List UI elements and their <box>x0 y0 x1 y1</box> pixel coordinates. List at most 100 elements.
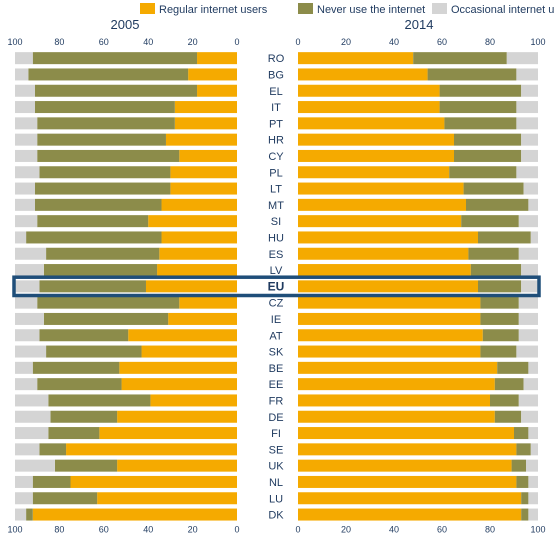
tick-label: 0 <box>295 525 300 535</box>
bar-2014 <box>298 459 512 472</box>
bar-2014 <box>298 101 440 114</box>
bar-2014 <box>511 459 526 472</box>
bar-2005 <box>15 84 35 97</box>
bar-2014 <box>518 296 538 309</box>
bar-2005 <box>15 378 38 391</box>
country-label: HU <box>268 232 284 244</box>
country-labels: RO BG EL IT PT HR CY PL LT MT SI HU ES LV EU CZ IE AT SK BE… <box>268 53 285 521</box>
bar-2014 <box>514 427 529 440</box>
legend-swatch <box>298 3 313 14</box>
country-label: SE <box>269 444 284 456</box>
bar-2014 <box>466 198 529 211</box>
country-label: LU <box>269 493 283 505</box>
bar-2005 <box>48 427 100 440</box>
bar-2005 <box>39 280 146 293</box>
legend-label: Regular internet users <box>159 4 268 16</box>
bar-2005 <box>54 459 118 472</box>
bar-2005 <box>37 117 175 130</box>
bar-2014 <box>482 329 519 342</box>
bar-2005 <box>32 492 98 505</box>
bar-2014 <box>298 133 454 146</box>
tick-label: 60 <box>437 37 447 47</box>
bar-2014 <box>454 133 522 146</box>
tick-label: 40 <box>389 525 399 535</box>
tick-label: 40 <box>389 37 399 47</box>
bar-2014 <box>478 280 522 293</box>
bar-2014 <box>298 296 481 309</box>
country-label: FR <box>269 395 284 407</box>
legend-item: Regular internet users <box>140 3 268 16</box>
bar-2005 <box>34 84 198 97</box>
bar-2014 <box>298 443 517 456</box>
bar-2014 <box>528 427 538 440</box>
bar-2005 <box>15 280 40 293</box>
legend-label: Never use the internet <box>317 4 425 16</box>
bar-2014 <box>530 231 538 244</box>
bar-2005 <box>15 133 38 146</box>
bar-2014 <box>478 231 531 244</box>
bar-2005 <box>37 215 149 228</box>
bar-2005 <box>43 264 158 277</box>
bar-2005 <box>148 215 237 228</box>
bars <box>15 52 538 521</box>
country-label: UK <box>268 461 284 473</box>
bar-2005 <box>15 101 35 114</box>
bar-2005 <box>165 133 237 146</box>
bar-2005 <box>37 296 180 309</box>
bar-2005 <box>99 427 237 440</box>
bar-2005 <box>121 378 237 391</box>
bar-2014 <box>518 394 538 407</box>
tick-label: 80 <box>485 37 495 47</box>
bar-2014 <box>298 247 469 260</box>
bar-2005 <box>128 329 237 342</box>
bar-2005 <box>197 84 237 97</box>
bar-2014 <box>480 312 519 325</box>
bar-2014 <box>439 101 517 114</box>
bar-2014 <box>298 84 440 97</box>
tick-label: 100 <box>530 525 545 535</box>
country-label: SK <box>269 347 284 359</box>
bar-2005 <box>161 231 237 244</box>
bar-2014 <box>298 149 454 162</box>
bar-2014 <box>516 117 538 130</box>
bar-2014 <box>298 410 495 423</box>
bar-2005 <box>15 459 55 472</box>
bar-2005 <box>15 247 47 260</box>
bar-2005 <box>150 394 237 407</box>
country-label: MT <box>268 200 284 212</box>
bar-2014 <box>521 133 538 146</box>
legend-swatch <box>432 3 447 14</box>
bar-2014 <box>506 52 538 65</box>
country-label: BE <box>269 363 284 375</box>
tick-label: 20 <box>188 37 198 47</box>
bar-2005 <box>15 427 49 440</box>
bar-2005 <box>15 166 40 179</box>
bar-2014 <box>298 312 481 325</box>
bar-2005 <box>157 264 237 277</box>
bar-2014 <box>528 198 538 211</box>
bar-2014 <box>454 149 522 162</box>
country-label: FI <box>271 428 281 440</box>
bar-2005 <box>179 296 237 309</box>
bar-2014 <box>470 264 522 277</box>
country-label: EL <box>269 86 282 98</box>
bar-2014 <box>461 215 519 228</box>
tick-label: 40 <box>143 37 153 47</box>
country-label: ES <box>269 249 284 261</box>
bar-2005 <box>46 345 142 358</box>
bar-2005 <box>15 231 27 244</box>
bar-2014 <box>463 182 524 195</box>
bar-2005 <box>117 459 237 472</box>
legend-swatch <box>140 3 155 14</box>
tick-label: 100 <box>7 37 22 47</box>
country-label: BG <box>268 69 284 81</box>
country-label: PL <box>269 167 282 179</box>
bar-2014 <box>494 378 524 391</box>
bar-2014 <box>518 329 538 342</box>
country-label: CY <box>268 151 284 163</box>
legend-label: Occasional internet users <box>451 4 554 16</box>
bar-2014 <box>526 459 538 472</box>
tick-label: 0 <box>295 37 300 47</box>
bar-2005 <box>48 394 151 407</box>
country-label: SI <box>271 216 281 228</box>
